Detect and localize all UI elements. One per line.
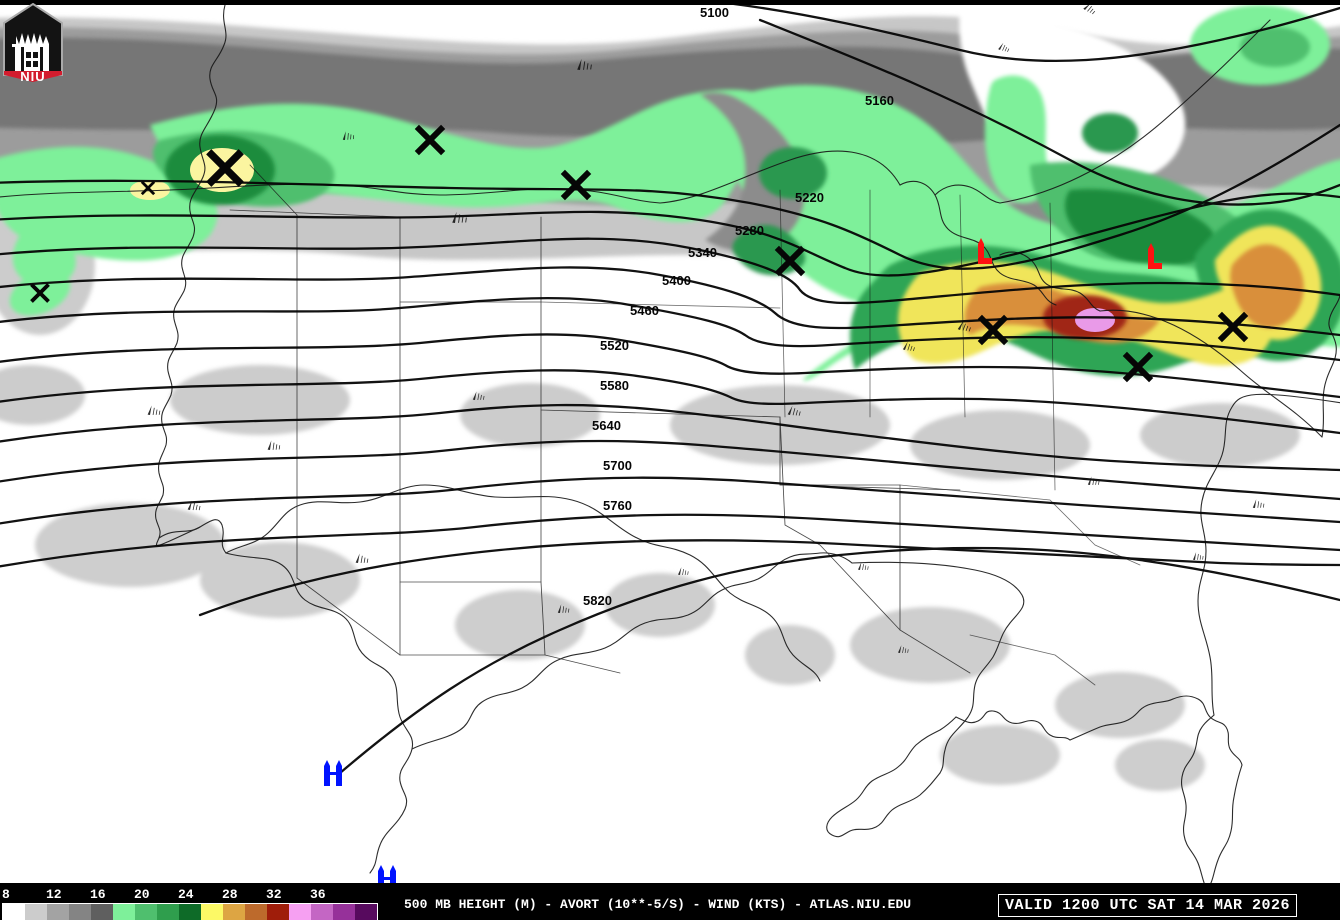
svg-text:20: 20 bbox=[134, 887, 150, 900]
svg-text:5160: 5160 bbox=[865, 93, 894, 108]
svg-text:5520: 5520 bbox=[600, 338, 629, 353]
svg-text:NIU: NIU bbox=[20, 69, 45, 84]
svg-text:5340: 5340 bbox=[688, 245, 717, 260]
svg-text:5220: 5220 bbox=[795, 190, 824, 205]
svg-text:5460: 5460 bbox=[630, 303, 659, 318]
svg-text:36: 36 bbox=[310, 887, 326, 900]
svg-text:24: 24 bbox=[178, 887, 194, 900]
svg-text:12: 12 bbox=[46, 887, 62, 900]
svg-text:28: 28 bbox=[222, 887, 238, 900]
svg-text:5100: 5100 bbox=[700, 5, 729, 20]
svg-text:5580: 5580 bbox=[600, 378, 629, 393]
svg-text:5280: 5280 bbox=[735, 223, 764, 238]
svg-text:16: 16 bbox=[90, 887, 106, 900]
svg-text:32: 32 bbox=[266, 887, 282, 900]
svg-text:8: 8 bbox=[2, 887, 10, 900]
svg-text:5400: 5400 bbox=[662, 273, 691, 288]
svg-text:5700: 5700 bbox=[603, 458, 632, 473]
svg-text:5640: 5640 bbox=[592, 418, 621, 433]
svg-text:5760: 5760 bbox=[603, 498, 632, 513]
svg-text:5820: 5820 bbox=[583, 593, 612, 608]
